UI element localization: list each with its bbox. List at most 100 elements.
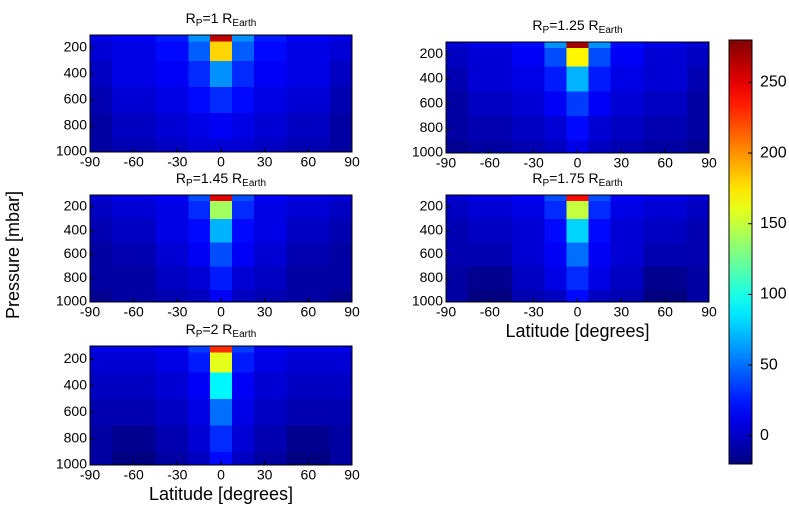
contour-cell: [544, 242, 568, 267]
contour-cell: [566, 200, 589, 220]
contour-cell: [687, 48, 710, 68]
contour-cell: [253, 398, 287, 426]
x-tick-label: 30: [257, 304, 273, 320]
y-tick-label: 600: [64, 403, 88, 419]
contour-cell: [643, 195, 688, 202]
contour-cell: [155, 242, 189, 267]
contour-cell: [155, 200, 189, 220]
contour-cell: [643, 242, 688, 267]
title-text: R: [176, 170, 186, 186]
contour-cell: [286, 290, 331, 303]
contour-cell: [544, 66, 568, 92]
contour-cell: [687, 195, 710, 202]
contour-cell: [188, 41, 211, 62]
contour-cell: [286, 35, 331, 42]
contour-cell: [111, 266, 156, 291]
contour-cell: [286, 266, 331, 291]
contour-cell: [467, 48, 513, 68]
contour-cell: [511, 116, 546, 142]
contour-cell: [330, 352, 353, 373]
contour-cell: [111, 352, 156, 373]
contour-cell: [566, 266, 589, 291]
contour-cell: [253, 61, 287, 88]
contour-cell: [231, 290, 255, 303]
title-subscript: Earth: [242, 178, 266, 189]
contour-cell: [286, 218, 331, 244]
contour-cell: [588, 195, 611, 202]
contour-cell: [90, 41, 113, 62]
contour-cell: [231, 266, 255, 291]
x-tick-label: 90: [344, 304, 360, 320]
x-tick-label: -60: [124, 154, 144, 170]
contour-cell: [210, 242, 233, 267]
contour-cell: [188, 242, 211, 267]
contour-cell: [90, 35, 113, 42]
contour-cell: [330, 139, 353, 153]
contour-cell: [155, 218, 189, 244]
panel-title: RP=1.45 REarth: [176, 170, 266, 189]
contour-cell: [155, 266, 189, 291]
y-tick-label: 600: [420, 245, 444, 261]
contour-cell: [111, 398, 156, 426]
contour-cell: [286, 425, 331, 453]
contour-cell: [286, 41, 331, 62]
contour-cell: [155, 352, 189, 373]
contour-cell: [111, 200, 156, 220]
contour-cell: [286, 398, 331, 426]
contour-cell: [286, 372, 331, 400]
contour-cell: [155, 35, 189, 42]
contour-cell: [155, 113, 189, 140]
contour-cell: [330, 451, 353, 466]
contour-cell: [253, 425, 287, 453]
x-tick-label: 30: [614, 304, 630, 320]
contour-cell: [90, 346, 113, 354]
contour-cell: [188, 218, 211, 244]
contour-cell: [566, 218, 589, 244]
y-tick-label: 600: [64, 91, 88, 107]
contour-cell: [687, 91, 710, 117]
contour-cell: [188, 352, 211, 373]
contour-cell: [467, 218, 513, 244]
contour-cell: [588, 218, 611, 244]
contour-cell: [544, 200, 568, 220]
contour-cell: [111, 242, 156, 267]
contour-cell: [330, 41, 353, 62]
y-tick-label: 800: [64, 429, 88, 445]
contour-cell: [155, 41, 189, 62]
contour-cell: [111, 346, 156, 354]
contour-cell: [210, 346, 233, 354]
contour-cell: [330, 200, 353, 220]
contour-cell: [446, 42, 469, 49]
contour-cell: [231, 139, 255, 153]
contour-cell: [90, 242, 113, 267]
contour-cell: [253, 242, 287, 267]
x-axis-label: Latitude [degrees]: [149, 484, 293, 504]
contour-cell: [588, 48, 611, 68]
contour-cell: [446, 242, 469, 267]
contour-cell: [446, 66, 469, 92]
title-subscript: P: [543, 178, 550, 189]
contour-cell: [155, 346, 189, 354]
contour-cell: [188, 139, 211, 153]
y-tick-label: 1000: [412, 293, 443, 309]
x-tick-label: -60: [124, 467, 144, 483]
contour-cell: [231, 218, 255, 244]
contour-cell: [155, 139, 189, 153]
contour-cell: [511, 42, 546, 49]
title-subscript: P: [543, 25, 550, 36]
contour-cell: [588, 266, 611, 291]
contour-cell: [231, 425, 255, 453]
contour-cell: [467, 200, 513, 220]
y-tick-label: 1000: [412, 144, 443, 160]
contour-cell: [467, 242, 513, 267]
contour-cell: [566, 66, 589, 92]
contour-cell: [231, 41, 255, 62]
x-tick-label: 0: [217, 154, 225, 170]
contour-cell: [643, 116, 688, 142]
contour-cell: [210, 139, 233, 153]
x-tick-label: 90: [344, 154, 360, 170]
x-tick-label: -90: [80, 154, 100, 170]
contour-cell: [210, 266, 233, 291]
y-tick-label: 400: [64, 376, 88, 392]
contour-cell: [511, 290, 546, 303]
